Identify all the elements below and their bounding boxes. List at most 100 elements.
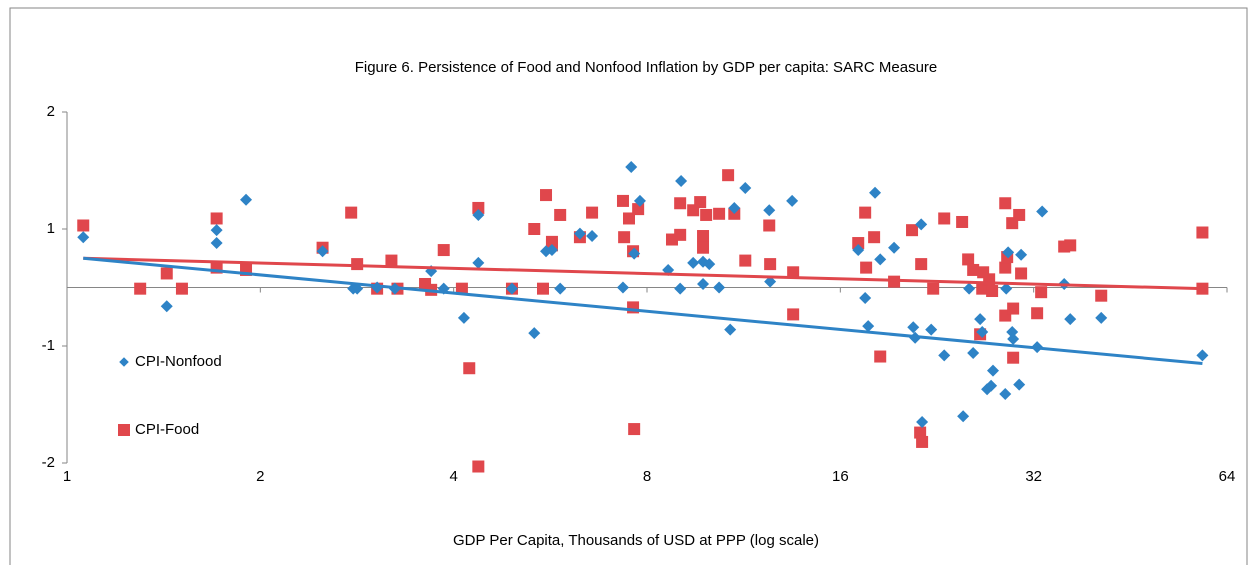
- y-tick-label: -2: [42, 454, 55, 471]
- diamond-marker: [505, 282, 518, 295]
- square-marker: [722, 169, 735, 182]
- y-tick-label: 2: [47, 103, 55, 120]
- legend-label: CPI-Food: [135, 421, 199, 438]
- square-marker: [540, 189, 553, 202]
- diamond-marker: [472, 256, 485, 269]
- diamond-marker: [963, 282, 976, 295]
- diamond-marker: [457, 311, 470, 324]
- diamond-marker: [967, 347, 980, 360]
- chart-title: Figure 6. Persistence of Food and Nonfoo…: [355, 59, 938, 76]
- square-marker: [962, 253, 975, 266]
- square-marker: [956, 215, 969, 228]
- diamond-marker: [874, 253, 887, 266]
- square-marker: [763, 219, 776, 232]
- diamond-marker: [1064, 313, 1077, 326]
- diamond-marker: [985, 379, 998, 392]
- diamond-marker: [1015, 248, 1028, 261]
- y-tick-label: -1: [42, 337, 55, 354]
- square-marker: [1015, 267, 1028, 280]
- square-marker: [472, 201, 485, 214]
- square-marker: [472, 460, 485, 473]
- diamond-marker: [907, 321, 920, 334]
- square-marker: [700, 208, 713, 221]
- diamond-marker: [616, 281, 629, 294]
- x-tick-label: 1: [63, 468, 71, 485]
- square-marker: [536, 282, 549, 295]
- diamond-marker: [925, 323, 938, 336]
- square-marker: [697, 230, 710, 243]
- diamond-marker: [869, 186, 882, 199]
- square-marker: [1031, 307, 1044, 320]
- square-marker: [787, 308, 800, 321]
- diamond-marker: [77, 231, 90, 244]
- diamond-marker: [240, 193, 253, 206]
- diamond-marker: [1095, 311, 1108, 324]
- square-marker: [713, 207, 726, 220]
- square-marker: [1035, 286, 1048, 299]
- diamond-marker: [697, 277, 710, 290]
- diamond-marker: [852, 244, 865, 257]
- square-marker: [787, 266, 800, 279]
- square-marker: [1013, 208, 1026, 221]
- diamond-marker: [1013, 378, 1026, 391]
- diamond-marker: [210, 237, 223, 250]
- diamond-marker: [999, 387, 1012, 400]
- x-tick-label: 8: [643, 468, 651, 485]
- square-marker: [674, 197, 687, 210]
- square-marker: [622, 212, 635, 225]
- x-tick-label: 4: [449, 468, 457, 485]
- diamond-marker: [713, 281, 726, 294]
- diamond-marker: [915, 218, 928, 231]
- diamond-marker: [763, 204, 776, 217]
- square-marker: [986, 285, 999, 298]
- diamond-marker: [957, 410, 970, 423]
- diamond-marker: [888, 241, 901, 254]
- x-tick-label: 2: [256, 468, 264, 485]
- square-marker: [1064, 239, 1077, 252]
- square-marker: [528, 223, 541, 235]
- square-marker: [916, 435, 929, 448]
- diamond-marker: [786, 194, 799, 207]
- square-marker: [860, 261, 873, 274]
- x-tick-label: 32: [1025, 468, 1042, 485]
- diamond-marker: [687, 256, 700, 269]
- square-marker: [674, 228, 687, 241]
- legend-marker: [118, 424, 130, 436]
- y-tick-label: 1: [47, 220, 55, 237]
- diamond-marker: [1006, 325, 1019, 338]
- diamond-marker: [916, 416, 929, 429]
- diamond-marker: [628, 247, 641, 260]
- diamond-marker: [938, 349, 951, 362]
- diamond-marker: [675, 175, 688, 188]
- diamond-marker: [674, 282, 687, 295]
- diamond-marker: [862, 320, 875, 333]
- square-marker: [554, 208, 567, 221]
- square-marker: [859, 206, 872, 219]
- diamond-marker: [472, 208, 485, 221]
- square-marker: [868, 231, 881, 244]
- diamond-marker: [625, 160, 638, 173]
- diamond-marker: [1002, 246, 1015, 259]
- square-marker: [160, 267, 173, 280]
- square-marker: [586, 206, 599, 219]
- diamond-marker: [1036, 205, 1049, 218]
- diamond-marker: [528, 327, 541, 340]
- diamond-marker: [160, 300, 173, 313]
- square-marker: [134, 282, 147, 295]
- legend-marker: [119, 357, 129, 367]
- diamond-marker: [573, 227, 586, 240]
- diamond-marker: [724, 323, 737, 336]
- square-marker: [764, 258, 777, 271]
- diamond-marker: [554, 282, 567, 295]
- diamond-marker: [987, 364, 1000, 377]
- square-marker: [77, 219, 90, 232]
- square-marker: [455, 282, 468, 295]
- diamond-marker: [859, 292, 872, 305]
- square-marker: [345, 206, 358, 219]
- square-marker: [437, 244, 450, 257]
- diamond-marker: [739, 182, 752, 195]
- square-marker: [915, 258, 928, 271]
- square-marker: [697, 241, 710, 254]
- trend-line: [83, 256, 1203, 366]
